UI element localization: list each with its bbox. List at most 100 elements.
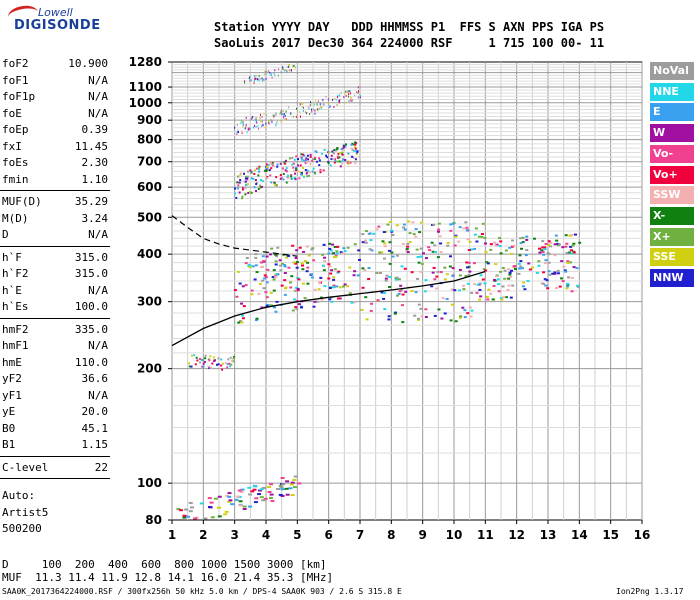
echo-point (248, 266, 252, 269)
echo-point (380, 291, 384, 294)
echo-point (216, 363, 219, 366)
echo-point (283, 293, 287, 296)
echo-point (272, 278, 276, 281)
param-value: 20.0 (81, 405, 109, 418)
echo-point (432, 223, 436, 226)
echo-point (439, 271, 443, 274)
echo-point (402, 223, 406, 226)
echo-point (338, 156, 341, 159)
echo-point (285, 110, 287, 113)
echo-point (229, 365, 232, 368)
echo-point (400, 265, 404, 268)
echo-point (252, 126, 254, 129)
echo-point (238, 500, 243, 503)
echo-point (496, 278, 500, 281)
echo-point (566, 260, 570, 263)
echo-point (520, 247, 524, 250)
echo-point (546, 287, 550, 290)
echo-point (277, 120, 279, 123)
echo-point (290, 112, 292, 115)
echo-point (354, 147, 357, 150)
param-key: h`F2 (2, 267, 29, 280)
echo-point (541, 250, 545, 253)
echo-point (567, 251, 571, 254)
param-separator (0, 478, 110, 479)
echo-point (491, 298, 495, 301)
echo-point (548, 245, 552, 248)
echo-point (494, 263, 498, 266)
echo-point (414, 228, 418, 231)
echo-point (273, 114, 275, 117)
echo-point (249, 75, 251, 78)
echo-point (414, 235, 418, 238)
echo-point (493, 241, 497, 244)
echo-point (327, 151, 330, 154)
echo-point (507, 284, 511, 287)
echo-point (435, 287, 439, 290)
echo-point (283, 272, 287, 275)
echo-point (463, 316, 467, 319)
echo-point (335, 285, 339, 288)
echo-point (274, 74, 276, 77)
echo-point (265, 168, 268, 171)
echo-point (298, 246, 302, 249)
echo-point (351, 155, 354, 158)
echo-point (570, 276, 574, 279)
echo-point (307, 174, 310, 177)
echo-point (513, 267, 517, 270)
echo-point (457, 240, 461, 243)
param-key: foF1p (2, 90, 36, 103)
echo-point (543, 278, 547, 281)
echo-point (233, 289, 237, 292)
echo-point (278, 259, 282, 262)
echo-point (446, 241, 450, 244)
echo-point (275, 184, 278, 187)
echo-point (242, 125, 244, 128)
param-key: foEp (2, 123, 29, 136)
echo-point (537, 264, 541, 267)
echo-point (509, 296, 513, 299)
param-row: h`E N/A (2, 284, 108, 297)
echo-point (527, 262, 531, 265)
echo-point (337, 96, 339, 99)
echo-point (255, 181, 258, 184)
echo-point (487, 288, 491, 291)
echo-point (315, 300, 319, 303)
echo-point (254, 189, 257, 192)
echo-point (503, 277, 507, 280)
echo-point (217, 363, 220, 366)
echo-point (511, 239, 515, 242)
param-row: foEp 0.39 (2, 123, 108, 136)
echo-point (248, 127, 250, 130)
echo-point (535, 271, 539, 274)
echo-point (234, 126, 236, 129)
echo-point (296, 276, 300, 279)
echo-point (252, 178, 255, 181)
echo-point (448, 265, 452, 268)
echo-point (463, 309, 467, 312)
echo-point (243, 180, 246, 183)
echo-point (293, 289, 297, 292)
param-key: B0 (2, 421, 16, 435)
param-key: foF2 (2, 57, 29, 70)
echo-point (236, 130, 238, 133)
echo-point (246, 175, 249, 178)
echo-point (319, 107, 321, 110)
profile-dashed-line (171, 215, 298, 257)
echo-point (354, 162, 357, 165)
echo-point (524, 254, 528, 257)
echo-point (202, 362, 205, 365)
echo-point (303, 260, 307, 263)
echo-point (293, 169, 296, 172)
echo-point (390, 230, 394, 233)
param-key: h`F (2, 250, 22, 264)
y-tick-label: 900 (137, 113, 162, 127)
echo-point (401, 293, 405, 296)
echo-point (560, 260, 564, 263)
echo-point (244, 175, 247, 178)
echo-point (354, 146, 357, 149)
echo-point (344, 143, 347, 146)
echo-point (365, 318, 369, 321)
echo-point (474, 227, 478, 230)
echo-point (389, 221, 393, 224)
